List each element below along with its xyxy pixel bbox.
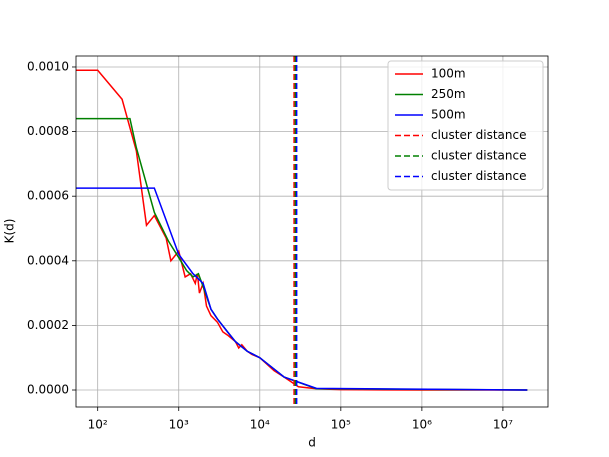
axes-frame	[75, 55, 549, 408]
x-tick-label: 10⁴	[250, 418, 270, 432]
legend-label: 250m	[431, 87, 466, 101]
y-tick-label: 0.0008	[27, 124, 69, 138]
legend-label: 100m	[431, 67, 466, 81]
y-tick-label: 0.0004	[27, 253, 69, 267]
y-tick-label: 0.0002	[27, 318, 69, 332]
y-tick-label: 0.0010	[27, 59, 69, 73]
x-tick-label: 10⁵	[331, 418, 351, 432]
legend-label: cluster distance	[431, 169, 526, 183]
legend-box	[387, 60, 544, 191]
y-tick-label: 0.0000	[27, 383, 69, 397]
x-tick-label: 10²	[88, 418, 108, 432]
legend-label: cluster distance	[431, 128, 526, 142]
y-tick-label: 0.0006	[27, 189, 69, 203]
y-axis-label: K(d)	[3, 219, 17, 244]
legend-label: cluster distance	[431, 149, 526, 163]
series-line	[76, 187, 528, 391]
x-tick-label: 10⁶	[412, 418, 432, 432]
legend-label: 500m	[431, 108, 466, 122]
plot-area	[76, 56, 528, 407]
x-tick-label: 10⁷	[493, 418, 513, 432]
x-axis-label: d	[308, 436, 316, 450]
ticks: 10² 10³ 10⁴ 10⁵ 10⁶ 10⁷ 0.0000 0.0002 0.0004 0.00…	[27, 59, 513, 431]
x-tick-label: 10³	[169, 418, 189, 432]
legend: 100m 250m 500m cluster distance cluster dist…	[387, 60, 544, 191]
